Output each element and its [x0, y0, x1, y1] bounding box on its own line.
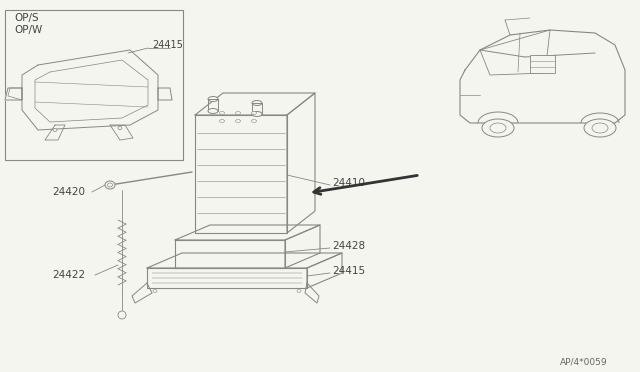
Polygon shape — [45, 125, 65, 140]
Polygon shape — [305, 283, 319, 303]
Ellipse shape — [482, 119, 514, 137]
Ellipse shape — [108, 183, 113, 187]
Bar — [530, 55, 555, 73]
Ellipse shape — [252, 100, 262, 106]
Text: OP/S: OP/S — [14, 13, 38, 23]
Polygon shape — [175, 240, 285, 268]
Polygon shape — [307, 253, 342, 288]
Text: 24422: 24422 — [52, 270, 85, 280]
Text: 24410: 24410 — [332, 178, 365, 188]
Polygon shape — [147, 268, 307, 288]
Ellipse shape — [220, 119, 225, 122]
Polygon shape — [195, 93, 315, 115]
Polygon shape — [110, 125, 133, 140]
Ellipse shape — [236, 112, 241, 115]
Text: OP/W: OP/W — [14, 25, 42, 35]
Ellipse shape — [252, 112, 262, 116]
Bar — [5, 10, 183, 160]
Ellipse shape — [153, 289, 157, 292]
Polygon shape — [147, 253, 342, 268]
Ellipse shape — [584, 119, 616, 137]
Ellipse shape — [118, 126, 122, 129]
Text: 24428: 24428 — [332, 241, 365, 251]
Polygon shape — [480, 30, 550, 75]
Polygon shape — [158, 88, 172, 100]
Ellipse shape — [105, 181, 115, 189]
Text: AP/4*0059: AP/4*0059 — [560, 357, 607, 366]
Ellipse shape — [252, 119, 257, 122]
Text: 24415: 24415 — [152, 40, 183, 50]
Polygon shape — [5, 88, 22, 100]
Polygon shape — [132, 283, 152, 303]
Text: 24415: 24415 — [332, 266, 365, 276]
Ellipse shape — [236, 119, 241, 122]
Ellipse shape — [208, 96, 218, 102]
Ellipse shape — [252, 112, 257, 115]
Polygon shape — [195, 115, 287, 233]
Ellipse shape — [220, 112, 225, 115]
Ellipse shape — [53, 128, 57, 131]
Polygon shape — [175, 225, 320, 240]
Polygon shape — [460, 30, 625, 123]
Ellipse shape — [592, 123, 608, 133]
Polygon shape — [285, 225, 320, 268]
Ellipse shape — [297, 289, 301, 292]
Ellipse shape — [208, 109, 218, 113]
Ellipse shape — [118, 311, 126, 319]
Text: 24420: 24420 — [52, 187, 85, 197]
Ellipse shape — [490, 123, 506, 133]
Polygon shape — [252, 103, 262, 114]
Polygon shape — [208, 99, 218, 111]
Polygon shape — [287, 93, 315, 233]
Polygon shape — [22, 50, 158, 130]
